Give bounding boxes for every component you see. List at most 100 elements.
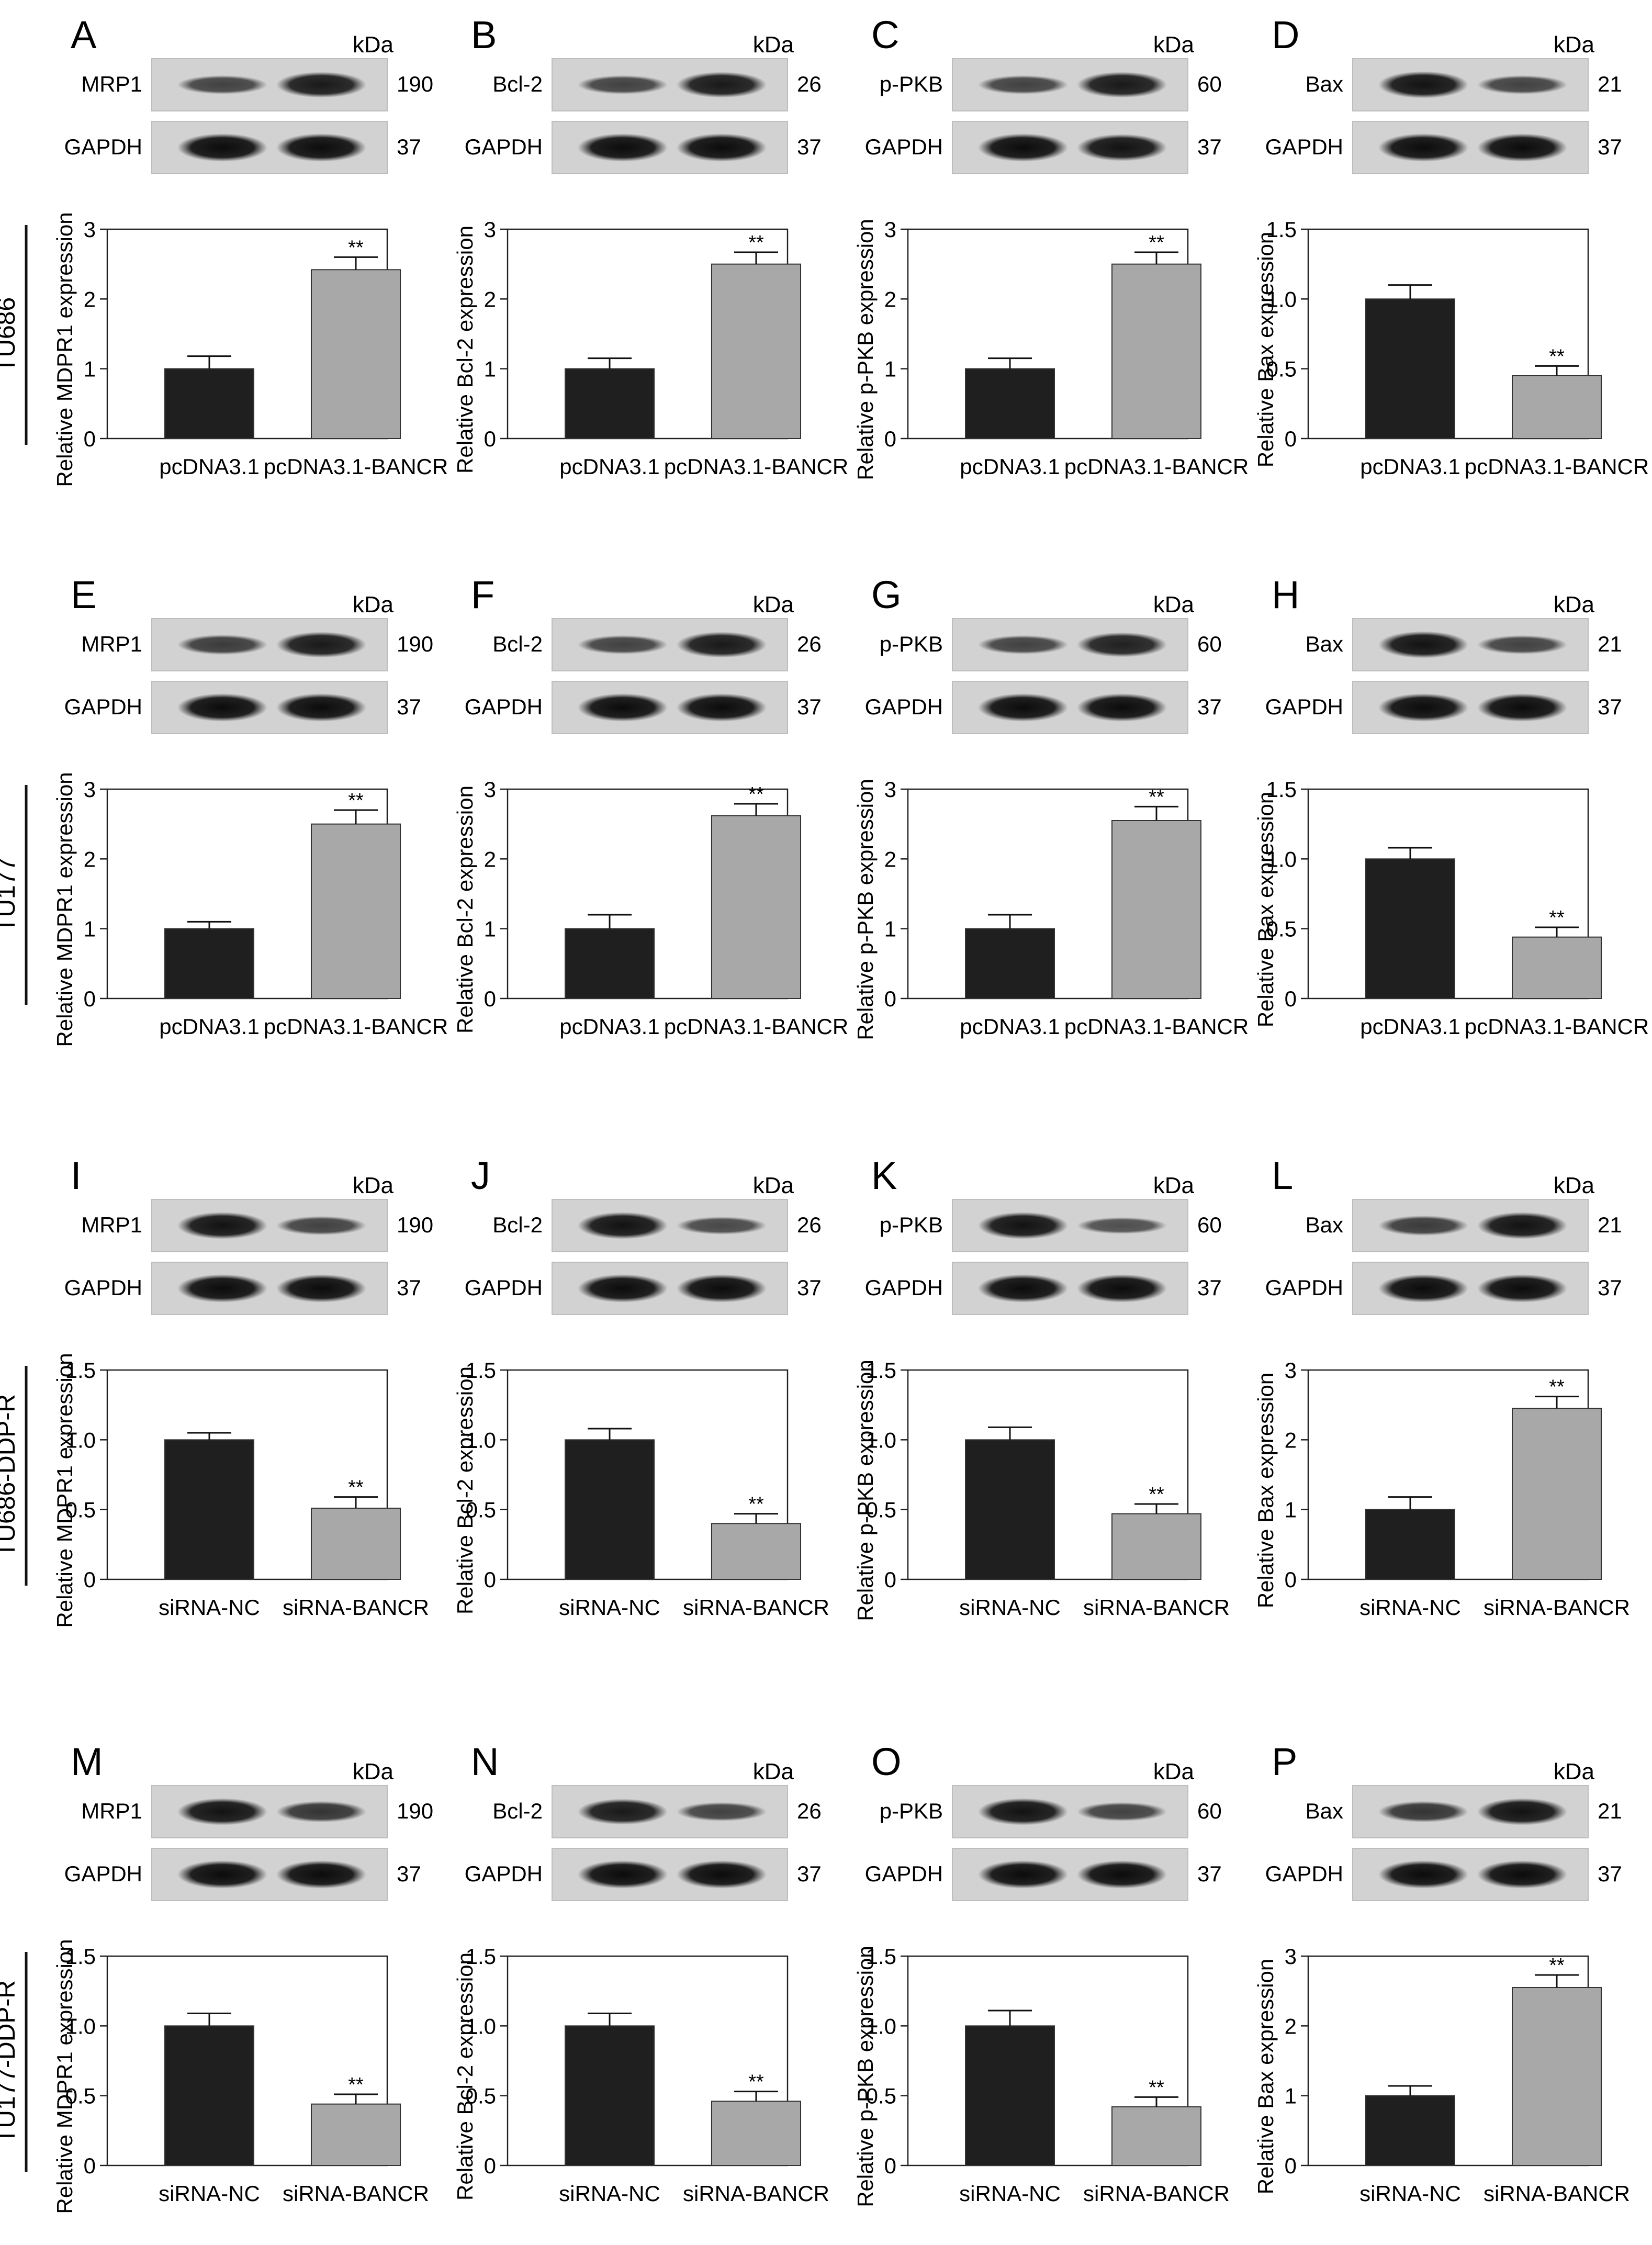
x-category-label: siRNA-BANCR: [1083, 2181, 1230, 2206]
bar-0: [1365, 298, 1455, 439]
y-tick-label: 0: [1285, 2153, 1297, 2178]
y-axis-label: Relative Bax expression: [1253, 1373, 1278, 1609]
y-axis-label: Relative Bcl-2 expression: [453, 785, 477, 1034]
x-category-label: pcDNA3.1: [1360, 454, 1460, 479]
y-tick-label: 1.5: [466, 1358, 496, 1383]
blot-band: [177, 75, 267, 95]
y-tick-label: 1: [1285, 2084, 1297, 2108]
x-category-label: pcDNA3.1-BANCR: [1064, 1014, 1249, 1039]
panel-letter: O: [871, 1740, 902, 1783]
kda-label: kDa: [353, 1173, 394, 1198]
y-axis-label: Relative Bcl-2 expression: [453, 1952, 477, 2201]
blot-target-kda: 26: [797, 72, 822, 96]
bar-1: [1111, 2106, 1201, 2166]
panel-letter: P: [1272, 1740, 1297, 1783]
blot-target-label: Bcl-2: [492, 632, 543, 656]
blot-band: [177, 634, 267, 655]
y-axis-label: Relative p-PKB expression: [853, 219, 878, 480]
y-tick-label: 0: [884, 986, 896, 1011]
y-tick-label: 0.5: [866, 1498, 896, 1522]
blot-band: [1378, 693, 1468, 722]
blot-control-kda: 37: [397, 134, 421, 159]
y-tick-label: 1: [84, 917, 96, 941]
bar-0: [565, 368, 655, 440]
blot-band: [1077, 693, 1167, 722]
y-tick-label: 0.5: [1266, 357, 1297, 381]
kda-label: kDa: [753, 1173, 794, 1198]
bar-0: [965, 2025, 1055, 2166]
significance-mark: **: [348, 1477, 364, 1499]
blot-target-kda: 190: [397, 1799, 433, 1823]
blot-control-label: GAPDH: [1265, 1275, 1343, 1300]
blot-target-kda: 26: [797, 1213, 822, 1237]
x-category-label: siRNA-BANCR: [283, 1595, 429, 1620]
y-tick-label: 2: [1285, 2014, 1297, 2038]
y-tick-label: 3: [884, 217, 896, 242]
y-tick-label: 1: [1285, 1498, 1297, 1522]
y-tick-label: 1.0: [466, 1428, 496, 1452]
blot-target-label: Bax: [1306, 72, 1343, 96]
blot-band: [1477, 75, 1567, 95]
blot-band: [1477, 133, 1567, 162]
y-tick-label: 1: [884, 917, 896, 941]
blot-band: [578, 1860, 668, 1889]
blot-band: [978, 693, 1068, 722]
blot-band: [1077, 134, 1167, 161]
x-category-label: siRNA-BANCR: [683, 2181, 829, 2206]
blot-target-label: Bax: [1306, 632, 1343, 656]
blot-control-label: GAPDH: [865, 134, 943, 159]
bar-0: [164, 928, 254, 999]
significance-mark: **: [348, 2074, 364, 2096]
blot-band: [1378, 1215, 1468, 1236]
y-tick-label: 1: [84, 357, 96, 381]
y-tick-label: 3: [1285, 1358, 1297, 1383]
y-tick-label: 2: [884, 847, 896, 871]
kda-label: kDa: [1554, 32, 1595, 58]
kda-label: kDa: [1554, 1759, 1595, 1784]
blot-band: [677, 1274, 767, 1303]
blot-band: [1477, 635, 1567, 655]
blot-target-kda: 60: [1197, 1213, 1222, 1237]
y-tick-label: 1: [484, 917, 496, 941]
y-tick-label: 0.5: [65, 2084, 96, 2108]
y-axis-label: Relative p-PKB expression: [853, 1360, 878, 1621]
blot-control-kda: 37: [1598, 134, 1622, 159]
y-tick-label: 1.5: [65, 1944, 96, 1969]
blot-band: [1477, 1212, 1567, 1239]
panel-letter: N: [471, 1740, 499, 1783]
blot-band: [677, 133, 767, 162]
blot-control-label: GAPDH: [1265, 1861, 1343, 1886]
significance-mark: **: [748, 783, 764, 805]
blot-band: [1477, 693, 1567, 722]
blot-target-label: Bcl-2: [492, 1213, 543, 1237]
bar-0: [164, 2025, 254, 2166]
y-tick-label: 3: [1285, 1944, 1297, 1969]
blot-target-label: MRP1: [81, 632, 142, 656]
panel-letter: D: [1272, 13, 1299, 57]
blot-band: [177, 1212, 267, 1239]
significance-mark: **: [1149, 232, 1164, 254]
x-category-label: pcDNA3.1-BANCR: [1465, 454, 1649, 479]
blot-target-kda: 190: [397, 72, 433, 96]
kda-label: kDa: [1554, 1173, 1595, 1198]
x-category-label: siRNA-NC: [159, 2181, 260, 2206]
y-tick-label: 1: [884, 357, 896, 381]
x-category-label: pcDNA3.1: [559, 1014, 659, 1039]
y-tick-label: 1.5: [1266, 217, 1297, 242]
blot-target-kda: 26: [797, 632, 822, 656]
y-tick-label: 0.5: [1266, 917, 1297, 941]
y-tick-label: 0.5: [65, 1498, 96, 1522]
x-category-label: pcDNA3.1-BANCR: [664, 454, 848, 479]
y-tick-label: 3: [884, 777, 896, 802]
blot-target-kda: 21: [1598, 1213, 1622, 1237]
blot-target-kda: 21: [1598, 1799, 1622, 1823]
significance-mark: **: [1149, 1484, 1164, 1506]
y-axis-label: Relative Bax expression: [1253, 792, 1278, 1028]
panel-letter: L: [1272, 1154, 1293, 1197]
